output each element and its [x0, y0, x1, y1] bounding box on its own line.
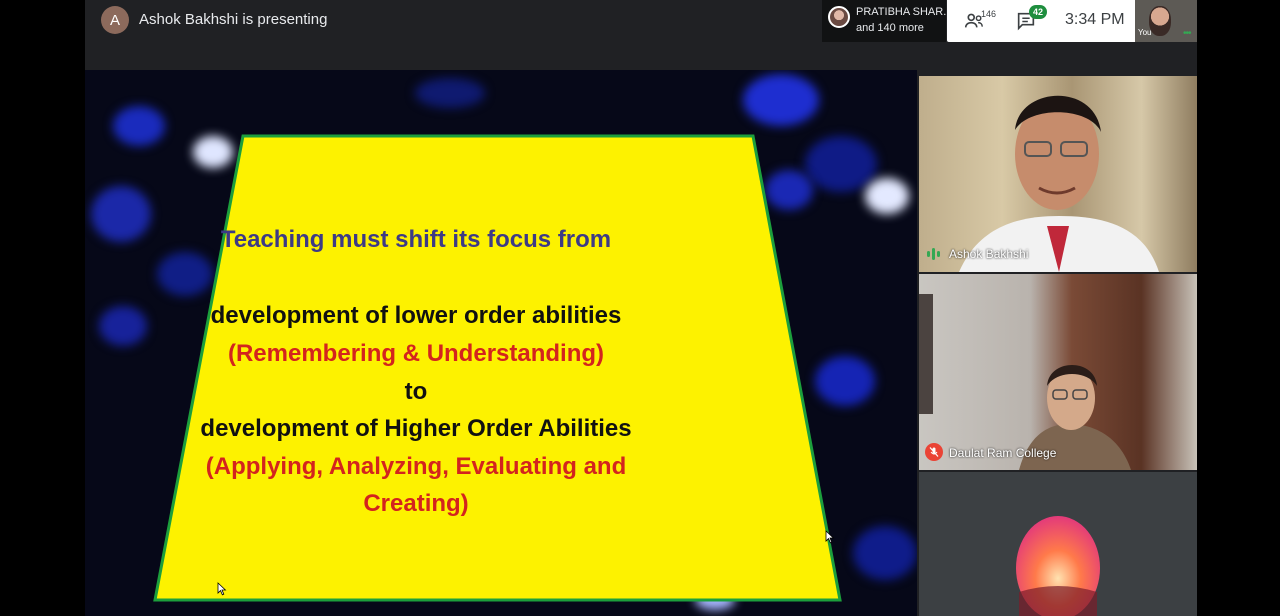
presenting-status: Ashok Bakhshi is presenting: [139, 11, 328, 28]
meeting-controls: 146 42 3:34 PM: [947, 0, 1135, 42]
slide-heading: Teaching must shift its focus from: [220, 226, 612, 253]
self-view-tile[interactable]: You •••: [1135, 0, 1197, 42]
slide-line: (Applying, Analyzing, Evaluating and: [205, 453, 627, 480]
participants-count: 146: [981, 9, 997, 19]
self-video: [1149, 6, 1171, 36]
slide-panel: [153, 134, 842, 602]
participant-tile[interactable]: Ashok Bakhshi: [919, 76, 1197, 272]
participant-tile[interactable]: Daulat Ram College: [919, 274, 1197, 470]
participant-name: Ashok Bakhshi: [949, 247, 1029, 261]
avatar: [1016, 516, 1100, 616]
participant-video: [919, 294, 1131, 470]
top-bar: A Ashok Bakhshi is presenting PRATIBHA S…: [85, 0, 1197, 42]
slide-line: development of Higher Order Abilities: [200, 415, 632, 442]
participant-video: [959, 95, 1159, 272]
presenter-avatar: A: [101, 6, 129, 34]
slide-line: (Remembering & Understanding): [227, 340, 605, 367]
chip-participant-name: PRATIBHA SHAR...: [856, 6, 953, 18]
mic-off-icon: [925, 443, 943, 461]
people-icon[interactable]: [963, 10, 985, 32]
chip-more-count: and 140 more: [856, 22, 924, 34]
slide-line: Creating): [363, 490, 469, 517]
audio-wave-icon: [927, 248, 943, 260]
more-options-icon[interactable]: •••: [1183, 28, 1191, 39]
self-label: You: [1138, 28, 1152, 37]
cursor-icon: [825, 530, 835, 544]
presentation-stage: Teaching must shift its focus from devel…: [85, 70, 917, 616]
slide-line: development of lower order abilities: [210, 302, 622, 329]
clock: 3:34 PM: [1065, 11, 1125, 28]
meeting-window: A Ashok Bakhshi is presenting PRATIBHA S…: [85, 0, 1197, 616]
participant-name: Daulat Ram College: [949, 446, 1057, 460]
cursor-icon: [217, 582, 227, 596]
slide-line: to: [404, 378, 428, 405]
participants-chip[interactable]: PRATIBHA SHAR... and 140 more: [822, 0, 952, 42]
avatar: [828, 6, 850, 28]
participant-tile[interactable]: [919, 472, 1197, 616]
chat-badge: 42: [1029, 5, 1047, 19]
